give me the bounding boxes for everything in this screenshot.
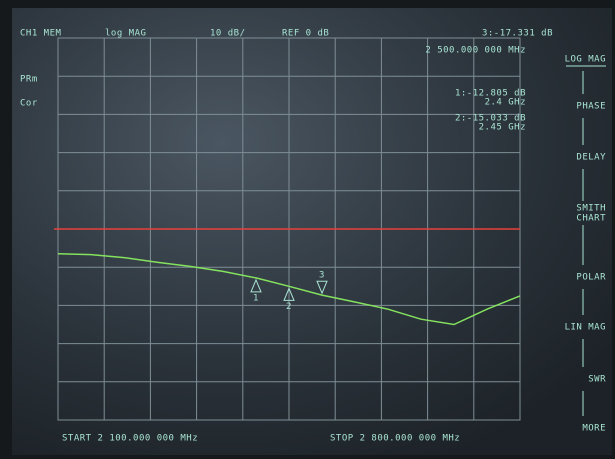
softkey: LOG MAG [565,55,606,65]
reference: REF 0 dB [282,29,329,39]
scale: 10 dB/ [210,29,246,39]
marker-freq: 2.4 GHz [485,98,526,108]
marker-label: 3 [319,271,325,281]
marker [316,280,328,295]
marker-freq: 2.45 GHz [479,123,526,133]
softkey: SMITH [576,204,606,214]
format: log MAG [105,29,146,39]
trace [57,253,521,326]
softkey: MORE [582,424,606,434]
marker [250,278,262,293]
softkey: CHART [576,214,606,224]
active-marker-freq: 2 500.000 000 MHz [425,46,526,56]
marker-label: 1 [253,293,259,303]
active-marker: 3:-17.331 dB [482,29,553,39]
marker-readout: 1:-12.805 dB [455,89,526,99]
softkey: SWR [588,375,606,385]
softkey: LIN MAG [565,323,606,333]
screen [12,8,612,455]
marker-readout: 2:-15.033 dB [455,114,526,124]
status: PRm [20,75,38,85]
marker [283,287,295,301]
softkey: PHASE [576,102,606,112]
start-label: START 2 100.000 000 MHz [62,434,198,444]
status: Cor [20,99,38,109]
marker-label: 2 [286,302,292,312]
softkey: POLAR [576,273,606,283]
stop-label: STOP 2 800.000 000 MHz [330,434,460,444]
channel: CH1 MEM [20,29,62,39]
softkey: DELAY [576,153,606,163]
